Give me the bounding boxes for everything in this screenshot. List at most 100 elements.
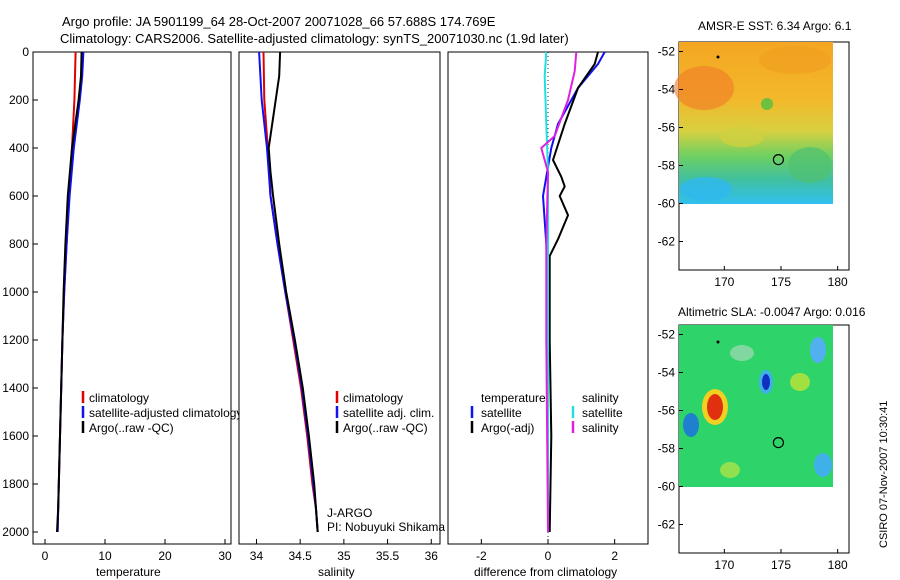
depth-ytick-label: 0	[22, 45, 29, 59]
sst-patches	[674, 46, 832, 201]
difference-panel: -2 0 2 difference from climatology tempera…	[447, 51, 649, 579]
sal-legend-climatology: climatology	[343, 391, 403, 405]
temperature-xtick-label: 10	[98, 549, 112, 563]
diff-legend-salinity-heading: salinity	[582, 391, 619, 405]
sla-lon-label: 180	[828, 558, 848, 572]
sla-lat-label: -60	[658, 480, 676, 494]
diff-legend-sal-argo: salinity	[582, 421, 619, 435]
sst-cold-patch	[788, 147, 832, 183]
sst-lon-label: 170	[714, 275, 734, 289]
sla-lat-label: -58	[658, 442, 676, 456]
temperature-series	[56, 51, 85, 533]
sla-small-dot	[716, 340, 720, 344]
sst-warm-patch-east	[759, 46, 831, 74]
float-info-program: J-ARGO	[327, 506, 372, 520]
diff-legend-temp-argo: Argo(-adj)	[481, 421, 534, 435]
diff-legend-temperature-heading: temperature	[481, 391, 546, 405]
sla-low-west	[683, 413, 699, 437]
depth-ytick-label: 800	[9, 237, 29, 251]
salinity-xtick-label: 34.5	[288, 549, 312, 563]
depth-ytick-label: 1000	[2, 285, 29, 299]
temperature-xtick-label: 0	[42, 549, 49, 563]
salinity-x-ticks: 34 34.5 35 35.5 36	[250, 539, 438, 563]
header-line-2: Climatology: CARS2006. Satellite-adjuste…	[60, 31, 569, 46]
difference-series-3	[540, 51, 578, 533]
temperature-panel: 0 200 400 600 800 1000 1200 1400 1600 1800 2000 0 1…	[2, 45, 242, 579]
sla-lat-label: -54	[658, 366, 676, 380]
temperature-axes-frame	[32, 51, 232, 545]
sal-legend-satellite: satellite adj. clim.	[343, 406, 434, 420]
sst-mid-patch	[720, 127, 764, 147]
salinity-xlabel: salinity	[318, 565, 355, 579]
sla-high-east	[790, 373, 810, 391]
sla-low-northeast	[810, 337, 826, 363]
sst-warm-patch	[674, 66, 734, 110]
sst-map-panel: AMSR-E SST: 6.34 Argo: 6.1 -52 -54 -56 -58 -…	[658, 19, 852, 289]
float-info-pi: PI: Nobuyuki Shikama	[327, 520, 445, 534]
salinity-axes-frame	[238, 51, 441, 545]
salinity-series-2	[267, 51, 319, 533]
sst-coldest-patch	[680, 177, 732, 201]
depth-ytick-label: 1400	[2, 381, 29, 395]
sla-map-title: Altimetric SLA: -0.0047 Argo: 0.016	[678, 305, 866, 319]
difference-series-1	[548, 51, 599, 533]
salinity-panel: 34 34.5 35 35.5 36 salinity climatology sate…	[238, 51, 445, 579]
sst-lat-label: -52	[658, 45, 676, 59]
sla-map-panel: Altimetric SLA: -0.0047 Argo: 0.016 -52-…	[658, 305, 866, 572]
legend-climatology: climatology	[89, 391, 149, 405]
salinity-series	[258, 51, 319, 533]
difference-legend: temperature satellite Argo(-adj) salinit…	[470, 391, 623, 435]
sst-lat-label: -58	[658, 159, 676, 173]
sal-legend-argo: Argo(..raw -QC)	[343, 421, 428, 435]
sla-low-southeast	[814, 453, 832, 477]
sla-lon-label: 175	[771, 558, 791, 572]
salinity-legend: climatology satellite adj. clim. Argo(..…	[335, 391, 434, 435]
timestamp-stamp: CSIRO 07-Nov-2007 10:30:41	[878, 401, 890, 548]
salinity-xtick-label: 35	[337, 549, 351, 563]
temperature-legend: climatology satellite-adjusted climatolo…	[81, 391, 242, 435]
temperature-xtick-label: 30	[218, 549, 232, 563]
depth-ytick-label: 1600	[2, 429, 29, 443]
sla-mid-north	[730, 345, 754, 361]
difference-xlabel: difference from climatology	[474, 565, 617, 579]
sla-lon-label: 170	[714, 558, 734, 572]
sla-lat-label: -52	[658, 328, 676, 342]
depth-ytick-label: 1200	[2, 333, 29, 347]
sla-lat-label: -62	[658, 518, 676, 532]
sst-lat-label: -54	[658, 83, 676, 97]
sst-map-ticks: -52 -54 -56 -58 -60 -62 170 175 180	[658, 45, 848, 290]
header-line-1: Argo profile: JA 5901199_64 28-Oct-2007 …	[62, 14, 496, 29]
sla-patches	[683, 337, 832, 478]
sst-lat-label: -62	[658, 235, 676, 249]
temperature-xlabel: temperature	[96, 565, 161, 579]
depth-ytick-label: 600	[9, 189, 29, 203]
sst-lon-label: 175	[771, 275, 791, 289]
temperature-y-ticks: 0 200 400 600 800 1000 1200 1400 1600 1800 2000	[2, 45, 38, 539]
sst-lat-label: -56	[658, 121, 676, 135]
salinity-xtick-label: 36	[425, 549, 439, 563]
difference-xtick-label: -2	[476, 549, 487, 563]
sla-argo-marker	[772, 437, 785, 449]
diff-legend-sal-satellite: satellite	[582, 406, 623, 420]
difference-x-ticks: -2 0 2	[476, 539, 618, 563]
depth-ytick-label: 400	[9, 141, 29, 155]
salinity-xtick-label: 35.5	[376, 549, 400, 563]
salinity-xtick-label: 34	[250, 549, 264, 563]
sst-map-title: AMSR-E SST: 6.34 Argo: 6.1	[698, 19, 852, 33]
depth-ytick-label: 200	[9, 93, 29, 107]
legend-argo-raw: Argo(..raw -QC)	[89, 421, 174, 435]
temperature-xtick-label: 20	[158, 549, 172, 563]
difference-xtick-label: 0	[545, 549, 552, 563]
temperature-series-1	[56, 51, 85, 533]
sla-lat-label: -56	[658, 404, 676, 418]
depth-ytick-label: 1800	[2, 477, 29, 491]
sst-lat-label: -60	[658, 197, 676, 211]
sst-cool-spot	[761, 98, 773, 110]
sla-high-core	[707, 394, 723, 420]
difference-series	[540, 51, 606, 533]
sla-map-ticks: -52 -54 -56 -58 -60 -62 170 175 180	[658, 328, 848, 573]
difference-xtick-label: 2	[611, 549, 618, 563]
temperature-series-2	[56, 51, 83, 533]
sla-high-south	[720, 462, 740, 478]
